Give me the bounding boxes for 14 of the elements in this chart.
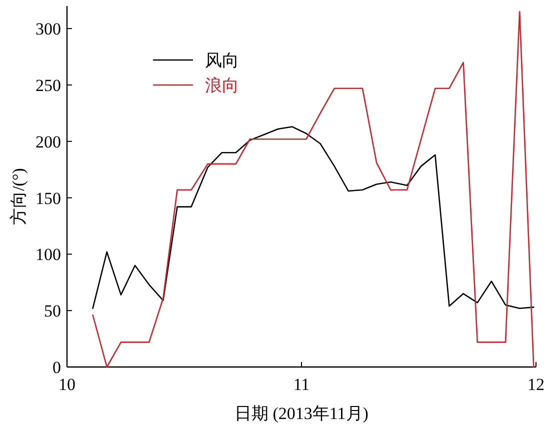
x-axis-title: 日期 (2013年11月) — [234, 404, 368, 423]
y-axis-title: 方向/(°) — [9, 168, 28, 225]
y-tick-label: 150 — [36, 188, 61, 208]
y-tick-label: 300 — [36, 20, 61, 39]
y-tick-label: 0 — [52, 358, 61, 377]
y-tick-label: 200 — [36, 132, 61, 152]
y-tick-label: 250 — [36, 76, 61, 95]
x-tick-label: 12 — [528, 375, 544, 394]
x-tick-label: 11 — [293, 375, 310, 394]
x-tick-label: 10 — [58, 375, 76, 394]
y-tick-label: 100 — [36, 245, 61, 264]
legend-label: 风向 — [205, 51, 239, 70]
legend-label: 浪向 — [205, 76, 239, 95]
y-tick-label: 50 — [44, 302, 61, 321]
